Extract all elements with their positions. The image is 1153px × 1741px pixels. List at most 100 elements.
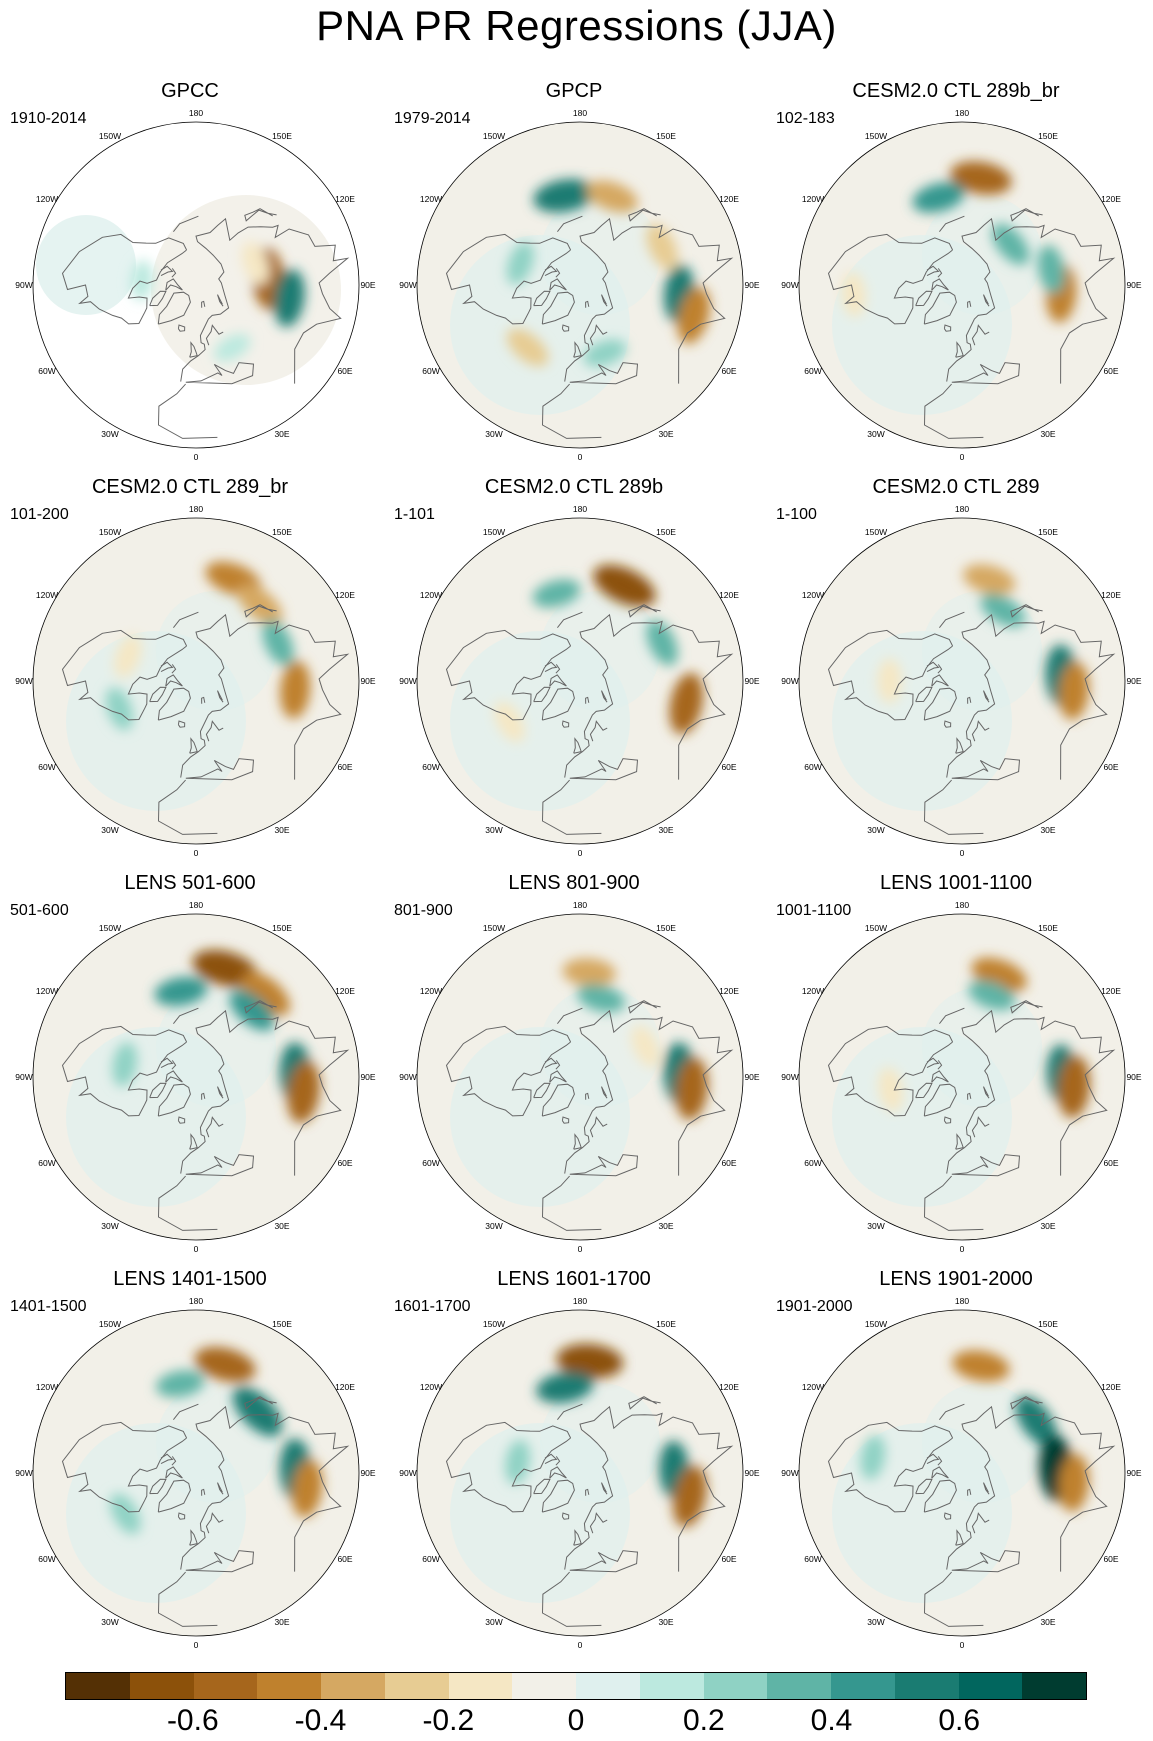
longitude-label: 60W [38,366,55,376]
anomaly-blob [912,182,965,213]
colorbar-segment [448,1673,513,1699]
coastline [971,324,990,346]
coastline [201,1488,206,1496]
longitude-label: 120E [335,590,355,600]
coastline [628,604,661,618]
longitude-label: 60W [422,1554,439,1564]
longitude-label: 0 [960,1640,965,1650]
coastline [827,233,954,325]
colorbar-segment [384,1673,449,1699]
longitude-label: 30E [274,1221,289,1231]
anomaly-blob [963,564,1016,595]
coastline [561,1512,570,1520]
coastline [171,664,177,674]
colorbar-segment [831,1673,895,1699]
anomaly-blob [950,161,1012,195]
coastline [589,720,608,742]
longitude-label: 30W [101,825,118,835]
longitude-label: 180 [189,1296,203,1306]
coastline [157,1571,218,1627]
longitude-label: 120W [802,590,824,600]
anomaly-blob [130,260,153,301]
anomaly-blob [1058,661,1090,720]
anomaly-blob [586,180,638,213]
map-boundary [32,1309,360,1637]
anomaly-blob [1057,1055,1091,1118]
longitude-label: 30E [1040,1617,1055,1627]
coastline [946,1405,1116,1572]
map-field [799,914,1125,1240]
longitude-label: 90W [15,1072,32,1082]
coastline [589,1116,608,1138]
coastline [561,1116,570,1124]
longitude-label: 120E [719,986,739,996]
longitude-label: 120E [1101,1382,1121,1392]
coastline [955,737,964,754]
coastline [931,1466,949,1479]
coastline [189,737,198,754]
coastline [544,1453,558,1465]
anomaly-blob [556,1343,624,1379]
longitude-label: 180 [573,108,587,118]
colorbar-segment [767,1673,831,1699]
polar-map: 180 150E 120E 90E 60E 30E 0 30W 60W 90W 120W 150W [15,1296,376,1650]
coastline [189,341,198,358]
anomaly-blob [110,1493,141,1535]
coastline [244,208,277,222]
map-boundary [798,913,1126,1241]
coastline [177,720,186,728]
anomaly-blob [562,958,616,987]
coastline [564,1009,734,1176]
coastline [628,1000,661,1014]
coastline [549,674,567,687]
coastline [201,696,206,704]
period-label: 1401-1500 [10,1298,87,1315]
colorbar-tick-label: 0.2 [682,1704,725,1737]
coastline [569,758,639,781]
longitude-label: 120W [36,1382,58,1392]
longitude-label: 120W [36,194,58,204]
coastline [173,215,199,233]
coastline [185,362,255,385]
longitude-label: 30W [101,1221,118,1231]
coastline [445,1421,572,1513]
coastline [573,341,582,358]
longitude-label: 30W [485,825,502,835]
coastline [573,1529,582,1546]
map-boundary [416,121,744,449]
longitude-label: 90W [781,280,798,290]
longitude-label: 30E [658,825,673,835]
map-panel: LENS 801-900 180 150E 120E 90E 60E 30E 0 30W 60W 9… [384,872,764,1267]
panel-title: CESM2.0 CTL 289b [484,476,664,498]
coastline [931,278,949,291]
anomaly-blob [877,658,902,704]
coastline [915,290,933,307]
coastline [555,1060,561,1070]
coastline [926,1057,940,1069]
anomaly-blob [273,269,305,327]
coastline [544,661,558,673]
coastline [445,1025,572,1117]
longitude-label: 150W [865,527,887,537]
coastline [983,690,990,703]
longitude-label: 120E [335,194,355,204]
longitude-label: 0 [578,1640,583,1650]
longitude-label: 0 [960,452,965,462]
coastline [561,324,570,332]
coastline [189,1529,198,1546]
coastline [549,1070,567,1083]
coastline [157,383,218,439]
coastline [557,1403,583,1421]
map-field [33,914,359,1240]
coastline [180,1405,350,1572]
anomaly-blob [291,1459,323,1518]
longitude-label: 60W [804,366,821,376]
longitude-label: 120W [420,986,442,996]
longitude-label: 180 [955,1296,969,1306]
coastline [939,611,965,629]
coastline [915,1082,933,1099]
coastline [171,1060,177,1070]
map-field [417,914,743,1240]
longitude-label: 60E [337,762,352,772]
colorbar-segment [257,1673,321,1699]
